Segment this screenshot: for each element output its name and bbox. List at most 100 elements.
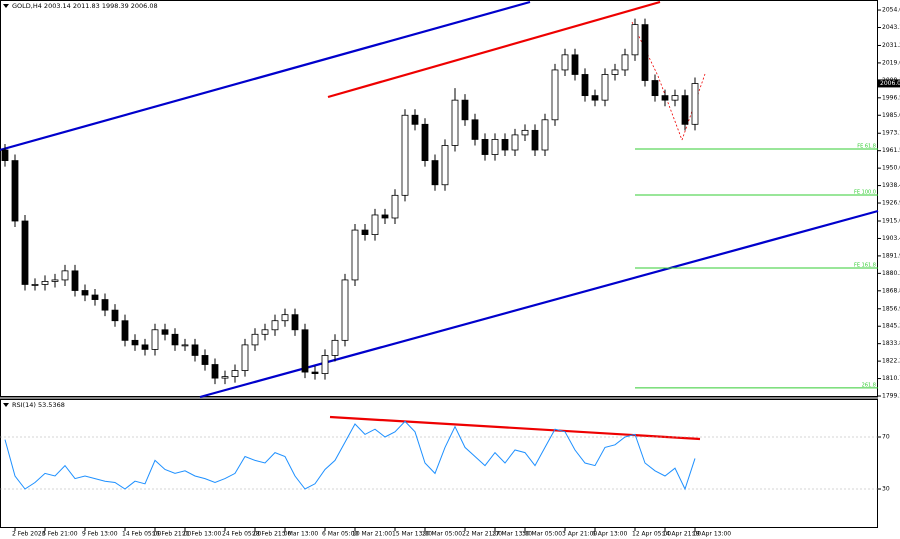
candle-body <box>521 129 529 136</box>
candle-body <box>681 95 689 125</box>
candle-body <box>391 194 399 219</box>
candle-body <box>661 95 669 101</box>
candle-body <box>111 309 119 322</box>
candle-body <box>331 339 339 356</box>
candle-body <box>481 139 489 155</box>
x-tick-label: 27 Mar 13:00 <box>492 531 532 538</box>
candle-body <box>501 139 509 151</box>
y-tick-label: 1856.90 <box>882 305 900 312</box>
x-tick-label: 3 Apr 21:00 <box>562 531 597 538</box>
x-tick-label: 16 Feb 21:00 <box>152 531 192 538</box>
x-tick-label: 12 Apr 05:00 <box>632 531 671 538</box>
candle-body <box>151 329 159 350</box>
y-tick-label: 70 <box>882 434 890 441</box>
candle-body <box>301 329 309 373</box>
x-tick-label: 20 Mar 05:00 <box>422 531 462 538</box>
candle-body <box>211 364 219 379</box>
candle-body <box>341 279 349 341</box>
rsi-divergence-line <box>329 415 701 441</box>
price-pane <box>0 0 878 397</box>
y-tick-label: 1868.80 <box>882 287 900 294</box>
candle-body <box>71 270 79 291</box>
candle-body <box>311 371 319 374</box>
y-tick-label: 1880.35 <box>882 270 900 277</box>
x-tick-label: 21 Feb 13:00 <box>182 531 222 538</box>
rsi-pane <box>0 399 878 528</box>
y-tick-label: 30 <box>882 486 890 493</box>
candle-body <box>541 119 549 151</box>
y-tick-label: 2031.20 <box>882 42 900 49</box>
candle-body <box>231 370 239 378</box>
candle-body <box>161 329 169 335</box>
current-price-label: 2006.08 <box>880 80 900 87</box>
x-tick-label: 14 Apr 21:00 <box>662 531 701 538</box>
candle-body <box>601 74 609 101</box>
candle-body <box>291 314 299 331</box>
y-tick-label: 1926.90 <box>882 200 900 207</box>
candle-body <box>171 333 179 346</box>
rsi-line <box>4 420 696 491</box>
candle-body <box>611 69 619 75</box>
candle-body <box>271 320 279 331</box>
candle-body <box>571 54 579 75</box>
candle-body <box>191 344 199 356</box>
candle-body <box>511 134 519 151</box>
rsi-title: RSI(14) 53.5368 <box>12 401 65 409</box>
candle-body <box>261 329 269 335</box>
x-tick-label: 19 Apr 13:00 <box>692 531 731 538</box>
candle-body <box>411 114 419 125</box>
y-tick-label: 1996.55 <box>882 94 900 101</box>
candle-body <box>281 314 289 322</box>
candle-body <box>381 214 389 219</box>
candle-body <box>651 80 659 97</box>
y-tick-label: 1845.35 <box>882 323 900 330</box>
candle-body <box>201 355 209 365</box>
candle-body <box>631 24 639 56</box>
candle-body <box>81 290 89 296</box>
candle-body <box>21 220 29 285</box>
x-tick-label: 30 Mar 05:00 <box>522 531 562 538</box>
y-tick-label: 1833.80 <box>882 340 900 347</box>
candle-body <box>61 270 69 281</box>
y-tick-label: 1822.25 <box>882 358 900 365</box>
candle-body <box>551 69 559 121</box>
candle-body <box>221 376 229 379</box>
candle-body <box>371 214 379 236</box>
candle-body <box>491 139 499 155</box>
candle-body <box>351 229 359 281</box>
fib-label: FE 100.0 <box>854 190 876 196</box>
candle-body <box>141 344 149 350</box>
x-tick-label: 22 Mar 21:00 <box>462 531 502 538</box>
y-tick-label: 2043.10 <box>882 24 900 31</box>
lower-channel-line <box>199 209 879 399</box>
candle-body <box>31 284 39 286</box>
y-tick-label: 2019.65 <box>882 59 900 66</box>
candle-body <box>321 355 329 374</box>
fib-label: FE 61.8 <box>857 143 876 149</box>
menu-arrow <box>3 403 9 407</box>
fib-label: FE 161.8 <box>854 262 876 268</box>
candle-body <box>91 294 99 300</box>
candle-body <box>641 24 649 81</box>
x-tick-label: 6 Feb 21:00 <box>42 531 78 538</box>
resistance-line <box>327 0 661 99</box>
candle-body <box>421 123 429 161</box>
wave-line <box>657 75 683 141</box>
candle-body <box>561 54 569 71</box>
x-tick-label: 14 Feb 05:00 <box>122 531 162 538</box>
x-tick-label: 6 Apr 13:00 <box>592 531 627 538</box>
candle-body <box>251 333 259 346</box>
candle-body <box>621 54 629 71</box>
candle-body <box>691 83 699 125</box>
candle-body <box>241 344 249 371</box>
chart-title: GOLD,H4 2003.14 2011.83 1998.39 2006.08 <box>12 2 158 10</box>
candle-body <box>41 281 49 285</box>
candle-body <box>431 160 439 186</box>
candle-body <box>451 99 459 146</box>
x-tick-label: 2 Feb 2023 <box>12 531 46 538</box>
y-tick-label: 1973.10 <box>882 130 900 137</box>
candle-body <box>671 95 679 101</box>
x-tick-label: 6 Mar 05:00 <box>322 531 358 538</box>
